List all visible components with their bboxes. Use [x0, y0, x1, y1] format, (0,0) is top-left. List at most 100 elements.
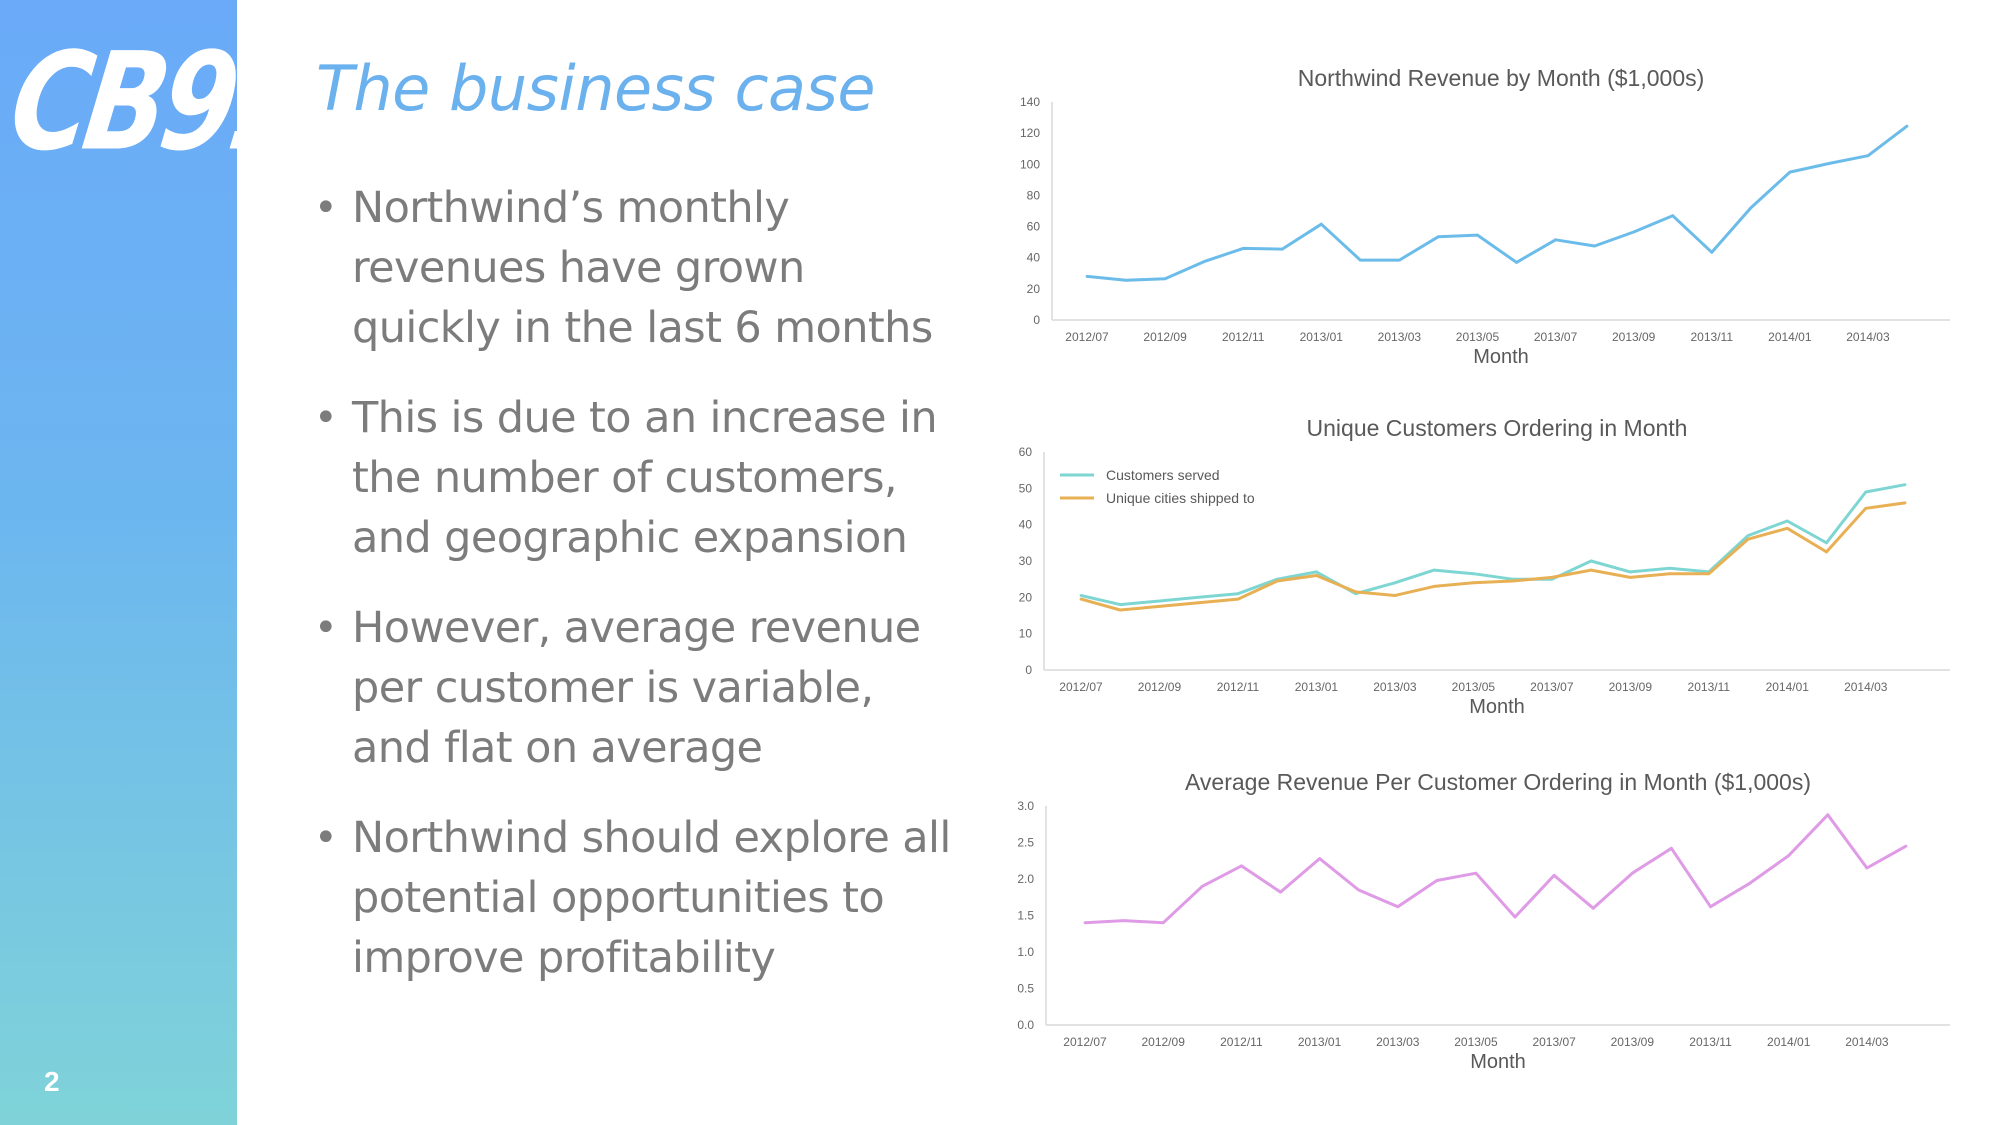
data-point [1864, 490, 1868, 494]
y-tick-label: 40 [1019, 518, 1033, 532]
data-point [1630, 871, 1634, 875]
x-tick-label: 2013/09 [1611, 1035, 1655, 1049]
data-point [1515, 261, 1518, 264]
data-point [1240, 864, 1243, 868]
data-point [1124, 278, 1128, 282]
data-point [1785, 519, 1789, 523]
x-tick-label: 2013/03 [1378, 330, 1422, 344]
data-point [1865, 866, 1869, 870]
y-tick-label: 140 [1020, 95, 1040, 109]
data-point [1241, 247, 1245, 250]
data-point [1197, 595, 1201, 599]
bullet-text: Northwind should explore all potential o… [352, 813, 951, 983]
series-line-1 [1084, 813, 1907, 925]
x-axis-label: Month [1470, 1051, 1526, 1073]
data-point [1785, 526, 1789, 530]
data-point [1628, 576, 1632, 579]
data-point [1707, 572, 1711, 576]
y-tick-label: 0.5 [1017, 982, 1034, 996]
bullet-text: However, average revenue per customer is… [352, 603, 921, 773]
x-tick-label: 2012/11 [1222, 330, 1265, 344]
data-point [1085, 275, 1089, 278]
data-point [1787, 854, 1791, 857]
legend-entry: Unique cities shipped to [1106, 490, 1255, 506]
y-tick-label: 1.5 [1017, 909, 1034, 923]
data-point [1472, 581, 1475, 585]
x-tick-label: 2013/11 [1688, 680, 1731, 694]
data-point [1671, 214, 1675, 218]
x-axis-label: Month [1473, 346, 1529, 368]
data-point [1354, 590, 1358, 594]
data-point [1589, 568, 1593, 572]
data-point [1591, 906, 1595, 910]
y-tick-label: 10 [1019, 627, 1033, 641]
x-tick-label: 2012/09 [1143, 330, 1187, 344]
y-tick-label: 30 [1019, 554, 1033, 568]
data-point [1398, 258, 1401, 262]
y-tick-label: 3.0 [1017, 799, 1034, 813]
x-tick-label: 2012/11 [1217, 680, 1260, 694]
bullet-item: • However, average revenue per customer i… [312, 598, 952, 778]
x-tick-label: 2014/03 [1845, 1035, 1889, 1049]
y-tick-label: 0 [1025, 663, 1032, 677]
data-point [1315, 574, 1318, 577]
data-point [1476, 233, 1479, 237]
legend-entry: Customers served [1106, 467, 1220, 483]
data-point [1158, 599, 1161, 603]
x-tick-label: 2013/05 [1452, 680, 1496, 694]
x-tick-label: 2012/07 [1065, 330, 1109, 344]
data-point [1318, 857, 1321, 860]
x-tick-label: 2012/09 [1138, 680, 1182, 694]
data-point [1079, 594, 1083, 597]
data-point [1118, 608, 1122, 612]
data-point [1435, 879, 1439, 882]
data-point [1746, 534, 1750, 537]
data-point [1827, 162, 1831, 165]
data-point [1749, 206, 1753, 210]
y-tick-label: 1.0 [1017, 945, 1034, 959]
x-axis-label: Month [1469, 696, 1525, 718]
data-point [1197, 601, 1201, 605]
data-point [1236, 592, 1240, 596]
y-tick-label: 100 [1020, 157, 1040, 171]
x-tick-label: 2014/03 [1844, 680, 1888, 694]
sidebar-band: CB91 2 [0, 0, 311, 1125]
x-tick-label: 2013/09 [1609, 680, 1653, 694]
x-tick-label: 2013/01 [1295, 680, 1339, 694]
x-tick-label: 2013/01 [1298, 1035, 1342, 1049]
y-tick-label: 120 [1020, 126, 1040, 140]
bullet-dot-icon: • [314, 605, 338, 651]
data-point [1670, 846, 1673, 850]
data-point [1319, 222, 1323, 226]
x-tick-label: 2012/11 [1220, 1035, 1263, 1049]
data-point [1748, 882, 1751, 885]
data-point [1864, 506, 1868, 510]
y-tick-label: 0.0 [1017, 1018, 1034, 1032]
data-point [1589, 559, 1593, 563]
data-point [1315, 570, 1318, 574]
y-tick-label: 50 [1019, 481, 1033, 495]
bullet-list: • Northwind’s monthly revenues have grown… [312, 178, 952, 1018]
data-point [1393, 594, 1397, 597]
data-point [1432, 568, 1436, 572]
data-point [1357, 888, 1361, 892]
bullet-text: This is due to an increase in the number… [352, 393, 938, 563]
page-number: 2 [44, 1066, 60, 1097]
data-point [1511, 579, 1514, 583]
slide-title: The business case [316, 52, 875, 125]
data-point [1550, 576, 1554, 579]
chart-title: Unique Customers Ordering in Month [1307, 415, 1688, 441]
x-tick-label: 2013/05 [1456, 330, 1500, 344]
data-point [1275, 579, 1279, 583]
data-point [1552, 874, 1556, 877]
data-point [1122, 919, 1126, 922]
x-tick-label: 2013/11 [1691, 330, 1734, 344]
bullet-dot-icon: • [314, 185, 338, 231]
data-point [1628, 570, 1632, 574]
x-tick-label: 2013/11 [1689, 1035, 1732, 1049]
data-point [1905, 124, 1909, 128]
data-point [1158, 605, 1161, 608]
x-tick-label: 2013/07 [1530, 680, 1574, 694]
x-tick-label: 2013/03 [1376, 1035, 1420, 1049]
